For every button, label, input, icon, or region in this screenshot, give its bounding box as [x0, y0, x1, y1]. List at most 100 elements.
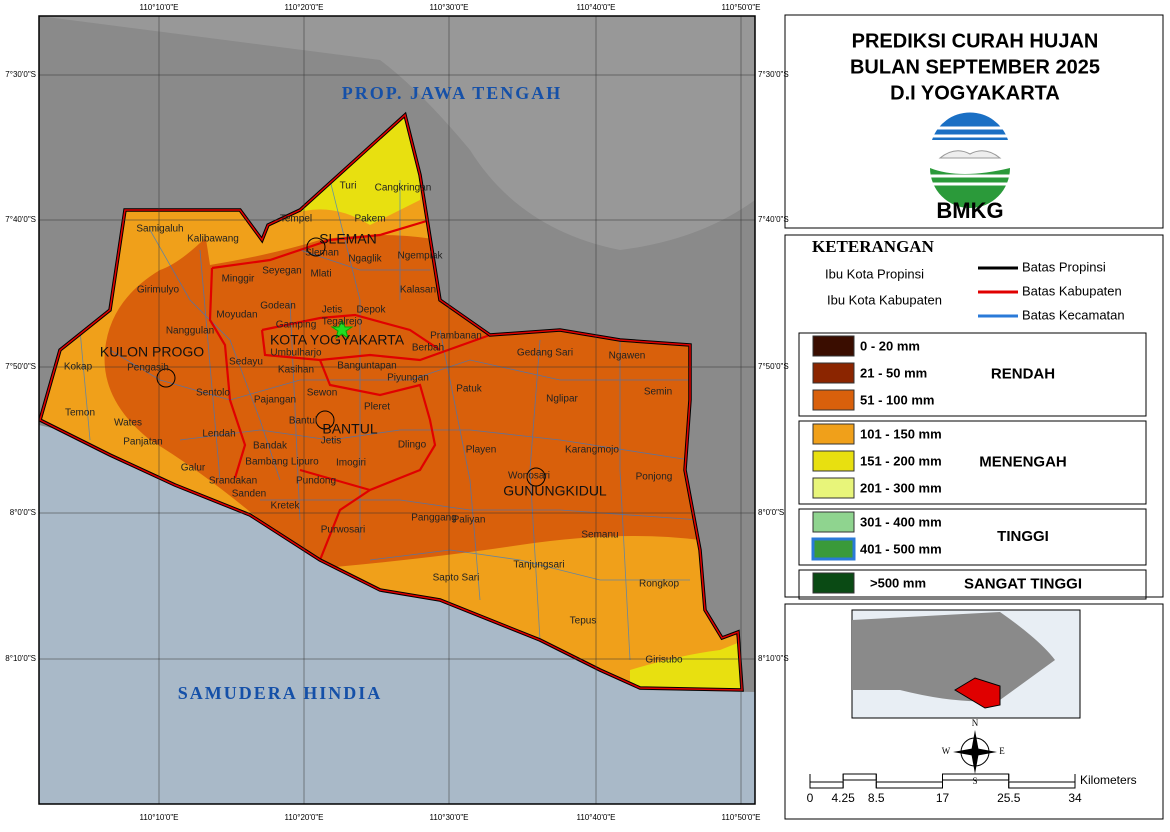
district-label: Mlati: [310, 269, 331, 280]
legend-heading: KETERANGAN: [812, 237, 935, 256]
district-label: Gamping: [276, 320, 317, 331]
legend-line-label: Batas Kecamatan: [1022, 307, 1125, 322]
district-label: Nglipar: [546, 394, 578, 405]
compass-letter: S: [972, 776, 977, 786]
district-label: Girisubo: [645, 655, 683, 666]
lon-label-top: 110°10'0"E: [139, 3, 178, 12]
district-label: Imogiri: [336, 458, 366, 469]
lon-label-top: 110°20'0"E: [284, 3, 323, 12]
district-label: Semanu: [581, 530, 618, 541]
legend-class-label: 201 - 300 mm: [860, 480, 942, 495]
district-label: Seyegan: [262, 266, 301, 277]
title-line: PREDIKSI CURAH HUJAN: [852, 30, 1099, 52]
legend-swatch: [812, 362, 855, 384]
lat-label-right: 8°0'0"S: [758, 508, 784, 517]
regency-label: KOTA YOGYAKARTA: [270, 332, 405, 348]
legend-group-name: SANGAT TINGGI: [964, 575, 1082, 592]
inset-land: [852, 612, 1055, 702]
district-label: Panjatan: [123, 437, 162, 448]
legend-swatch: [811, 537, 856, 561]
map-frame: [38, 15, 756, 805]
compass: [953, 730, 997, 774]
district-label: Gedang Sari: [517, 348, 573, 359]
district-label: Kalibawang: [187, 234, 239, 245]
district-label: Piyungan: [387, 373, 429, 384]
compass-letter: N: [972, 718, 979, 728]
province-capital: [330, 318, 354, 340]
district-label: Bambang Lipuro: [245, 457, 319, 468]
district-label: Berbah: [412, 343, 444, 354]
scale-label: 25.5: [997, 791, 1021, 805]
lon-label-bottom: 110°10'0"E: [139, 813, 178, 822]
district-label: Jetis: [322, 305, 343, 316]
district-label: Pakem: [354, 214, 385, 225]
district-label: Semin: [644, 387, 672, 398]
lon-label-bottom: 110°40'0"E: [576, 813, 615, 822]
legend-class-label: 151 - 200 mm: [860, 453, 942, 468]
district-label: Panggang: [411, 513, 457, 524]
graticule: [39, 16, 755, 804]
district-label: Moyudan: [216, 310, 257, 321]
legend-class-label: 401 - 500 mm: [860, 541, 942, 556]
district-label: Patuk: [456, 384, 483, 395]
lat-label-left: 7°40'0"S: [5, 215, 36, 224]
legend-class-label: 21 - 50 mm: [860, 365, 927, 380]
regency-capitals: [156, 237, 546, 487]
district-label: Girimulyo: [137, 285, 180, 296]
area-label: PROP. JAWA TENGAH: [342, 83, 563, 103]
regency-label: KULON PROGO: [100, 344, 204, 360]
district-boundaries: [79, 179, 701, 661]
district-label: Paliyan: [453, 515, 486, 526]
title-line: BULAN SEPTEMBER 2025: [850, 56, 1100, 78]
zone-151-200: [630, 640, 742, 690]
district-label: Jetis: [321, 436, 342, 447]
district-label: Sanden: [232, 489, 266, 500]
district-label: Godean: [260, 301, 296, 312]
legend-group-box: [798, 569, 1147, 600]
lat-label-right: 7°50'0"S: [758, 362, 789, 371]
district-label: Sentolo: [196, 388, 230, 399]
district-label: Minggir: [222, 274, 255, 285]
legend-group-box: [798, 508, 1147, 566]
legend-class-label: >500 mm: [870, 575, 926, 590]
lat-label-left: 7°30'0"S: [5, 70, 36, 79]
district-label: Sapto Sari: [433, 573, 480, 584]
district-label: Umbulharjo: [270, 348, 322, 359]
province-boundary-inner: [39, 113, 743, 691]
bmkg-logo: [930, 112, 1010, 208]
district-label: Dlingo: [398, 440, 427, 451]
lon-label-bottom: 110°50'0"E: [721, 813, 760, 822]
district-label: Pengasih: [127, 363, 169, 374]
lat-label-left: 7°50'0"S: [5, 362, 36, 371]
district-label: Ponjong: [636, 472, 673, 483]
lat-label-right: 7°40'0"S: [758, 215, 789, 224]
lat-label-left: 8°10'0"S: [5, 654, 36, 663]
inset-highlight: [954, 677, 1001, 709]
scale-label: 0: [807, 791, 814, 805]
regency-label: GUNUNGKIDUL: [503, 483, 607, 499]
legend-line-label: Batas Kabupaten: [1022, 283, 1122, 298]
district-label: Nanggulan: [166, 326, 214, 337]
title-line: D.I YOGYAKARTA: [890, 82, 1060, 104]
district-label: Rongkop: [639, 579, 679, 590]
district-label: Prambanan: [430, 331, 482, 342]
district-label: Kalasan: [400, 285, 436, 296]
regency-label: BANTUL: [322, 421, 377, 437]
legend-class-label: 51 - 100 mm: [860, 392, 934, 407]
relief: [39, 16, 755, 250]
legend-swatch: [812, 450, 855, 472]
regency-label: SLEMAN: [319, 231, 377, 247]
district-label: Tepus: [570, 616, 597, 627]
district-label: Playen: [466, 445, 497, 456]
compass-letter: E: [999, 746, 1005, 756]
lon-label-bottom: 110°20'0"E: [284, 813, 323, 822]
lat-label-left: 8°0'0"S: [10, 508, 36, 517]
legend-symbol-label: Ibu Kota Propinsi: [825, 266, 924, 281]
district-label: Depok: [357, 305, 387, 316]
district-label: Cangkringan: [375, 183, 432, 194]
legend-swatch: [812, 389, 855, 411]
district-label: Kretek: [271, 501, 301, 512]
legend-group-box: [798, 332, 1147, 417]
scale-label: 8.5: [868, 791, 885, 805]
